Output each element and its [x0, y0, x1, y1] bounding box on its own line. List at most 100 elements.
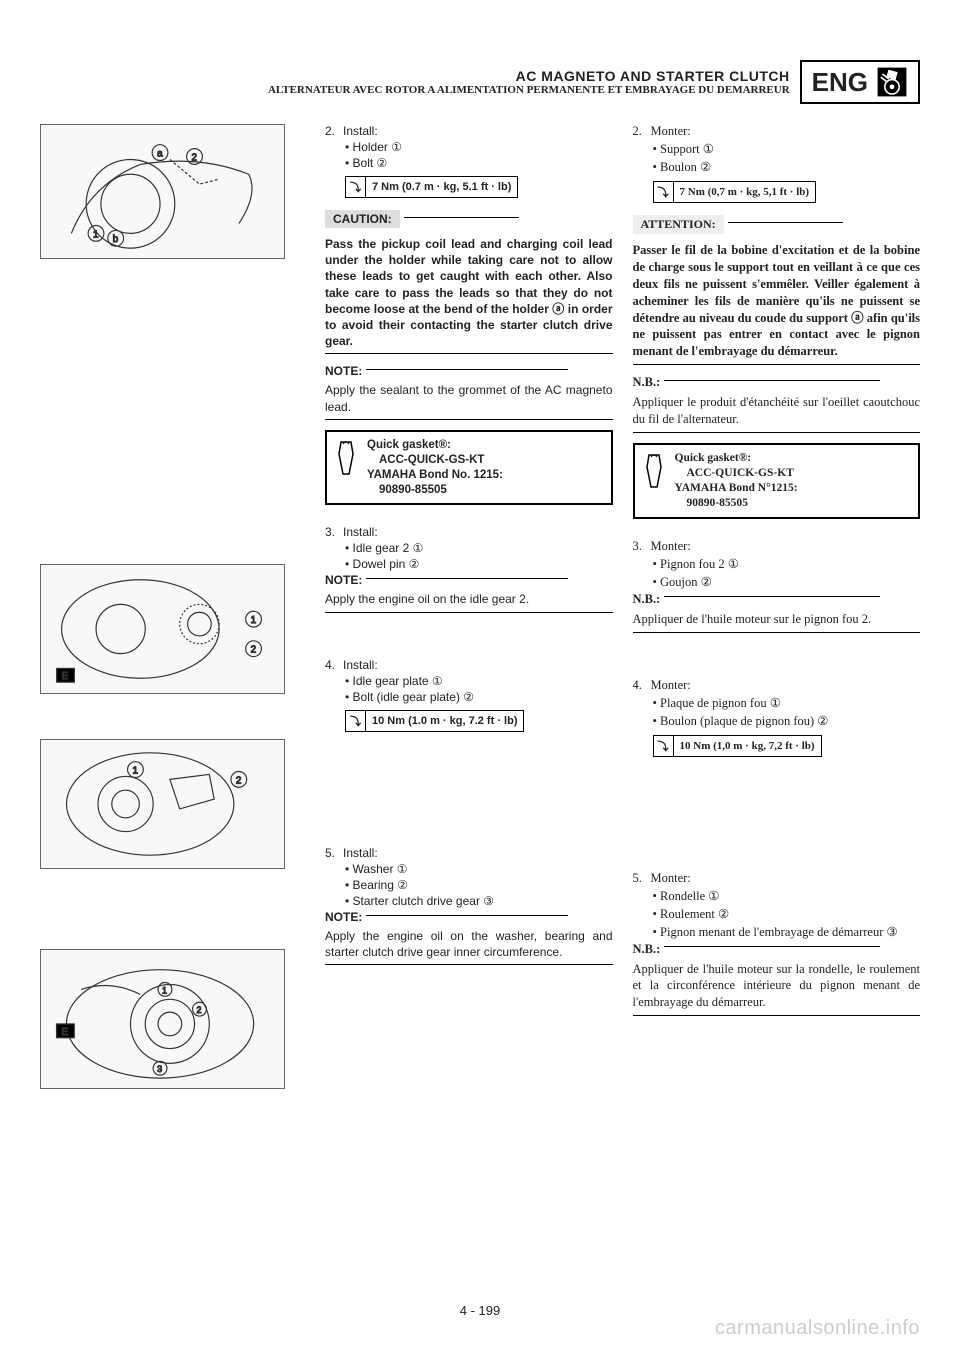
bullet-item: Pignon fou 2 ①: [653, 556, 921, 572]
svg-text:2: 2: [197, 1005, 202, 1015]
caution-text: Pass the pickup coil lead and charging c…: [325, 236, 613, 349]
note-label: NOTE:: [325, 573, 362, 587]
title-french: ALTERNATEUR AVEC ROTOR A ALIMENTATION PE…: [40, 84, 790, 96]
svg-text:2: 2: [236, 775, 241, 786]
sealant-spec-box: Quick gasket®: ACC-QUICK-GS-KT YAMAHA Bo…: [633, 443, 921, 519]
divider: [325, 964, 613, 965]
fr-step-3: 3.Monter: Pignon fou 2 ① Goujon ② N.B.: …: [633, 539, 921, 633]
bullet-item: Bearing ②: [345, 878, 613, 892]
manual-page: AC MAGNETO AND STARTER CLUTCH ALTERNATEU…: [0, 0, 960, 1358]
note-text: Apply the sealant to the grommet of the …: [325, 382, 613, 414]
torque-value: 7 Nm (0,7 m · kg, 5,1 ft · lb): [674, 184, 816, 200]
step-number: 4.: [325, 658, 343, 672]
step-verb: Monter:: [651, 539, 691, 553]
sealant-icon: [641, 451, 667, 491]
divider: [325, 419, 613, 420]
svg-text:1: 1: [162, 985, 167, 995]
step-verb: Install:: [343, 658, 378, 672]
svg-text:E: E: [61, 1027, 68, 1038]
bullet-item: Goujon ②: [653, 574, 921, 590]
torque-value: 10 Nm (1.0 m · kg, 7.2 ft · lb): [366, 713, 523, 729]
step-number: 2.: [633, 124, 651, 139]
bullet-item: Washer ①: [345, 862, 613, 876]
title-english: AC MAGNETO AND STARTER CLUTCH: [40, 68, 790, 84]
bullet-item: Idle gear 2 ①: [345, 541, 613, 555]
bullet-item: Support ①: [653, 141, 921, 157]
divider: [633, 632, 921, 633]
svg-text:1: 1: [251, 615, 256, 626]
page-header: AC MAGNETO AND STARTER CLUTCH ALTERNATEU…: [40, 60, 920, 104]
step-verb: Monter:: [651, 124, 691, 138]
torque-icon: ⤵: [346, 711, 366, 731]
sealant-line: Quick gasket®:: [675, 451, 798, 466]
eng-label: ENG: [812, 67, 868, 98]
nb-text: Appliquer de l'huile moteur sur la ronde…: [633, 961, 921, 1012]
en-step-3: 3.Install: Idle gear 2 ① Dowel pin ② NOT…: [325, 525, 613, 612]
svg-text:1: 1: [93, 229, 98, 240]
step-number: 5.: [633, 871, 651, 886]
bullet-item: Pignon menant de l'embrayage de démarreu…: [653, 924, 921, 940]
divider: [633, 1015, 921, 1016]
note-label: NOTE:: [325, 364, 362, 378]
en-step-4: 4.Install: Idle gear plate ① Bolt (idle …: [325, 658, 613, 736]
sealant-text: Quick gasket®: ACC-QUICK-GS-KT YAMAHA Bo…: [675, 451, 798, 511]
bullet-item: Dowel pin ②: [345, 557, 613, 571]
engine-icon: [876, 66, 908, 98]
nb-text: Appliquer le produit d'étanchéité sur l'…: [633, 394, 921, 428]
spacer-2: [40, 704, 305, 739]
english-column: 2.Install: Holder ① Bolt ② ⤵ 7 Nm (0.7 m…: [325, 124, 613, 1099]
page-number: 4 - 199: [0, 1303, 960, 1318]
caution-label: CAUTION:: [325, 210, 400, 228]
header-titles: AC MAGNETO AND STARTER CLUTCH ALTERNATEU…: [40, 68, 790, 96]
sealant-text: Quick gasket®: ACC-QUICK-GS-KT YAMAHA Bo…: [367, 438, 503, 498]
attention-text: Passer le fil de la bobine d'excitation …: [633, 242, 921, 360]
svg-text:2: 2: [192, 152, 197, 163]
step-verb: Monter:: [651, 678, 691, 692]
attention-label: ATTENTION:: [633, 215, 724, 234]
svg-text:1: 1: [132, 765, 137, 776]
sealant-line: ACC-QUICK-GS-KT: [675, 466, 798, 481]
bullet-item: Bolt ②: [345, 156, 613, 170]
nb-label: N.B.:: [633, 375, 661, 389]
torque-spec: ⤵ 10 Nm (1,0 m · kg, 7,2 ft · lb): [653, 735, 822, 757]
torque-spec: ⤵ 7 Nm (0.7 m · kg, 5.1 ft · lb): [345, 176, 518, 198]
step-number: 3.: [325, 525, 343, 539]
bullet-item: Boulon ②: [653, 159, 921, 175]
step-verb: Install:: [343, 124, 378, 138]
bullet-item: Starter clutch drive gear ③: [345, 894, 613, 908]
french-column: 2.Monter: Support ① Boulon ② ⤵ 7 Nm (0,7…: [633, 124, 921, 1099]
sealant-line: ACC-QUICK-GS-KT: [367, 453, 503, 468]
bullet-item: Plaque de pignon fou ①: [653, 695, 921, 711]
sealant-line: YAMAHA Bond N°1215:: [675, 481, 798, 496]
content-grid: 1 2 a b 1 2: [40, 124, 920, 1099]
divider: [325, 353, 613, 354]
en-step-5: 5.Install: Washer ① Bearing ② Starter cl…: [325, 846, 613, 965]
divider: [633, 364, 921, 365]
note-label: NOTE:: [325, 910, 362, 924]
bullet-item: Idle gear plate ①: [345, 674, 613, 688]
sealant-line: Quick gasket®:: [367, 438, 503, 453]
torque-value: 7 Nm (0.7 m · kg, 5.1 ft · lb): [366, 179, 517, 195]
section-badge: ENG: [800, 60, 920, 104]
figure-idle-gear: 1 2 E: [40, 564, 285, 694]
sealant-icon: [333, 438, 359, 478]
step-number: 5.: [325, 846, 343, 860]
sealant-spec-box: Quick gasket®: ACC-QUICK-GS-KT YAMAHA Bo…: [325, 430, 613, 506]
bullet-item: Rondelle ①: [653, 888, 921, 904]
sealant-line: 90890-85505: [367, 483, 503, 498]
note-text: Apply the engine oil on the washer, bear…: [325, 928, 613, 960]
torque-icon: ⤵: [654, 182, 674, 202]
torque-icon: ⤵: [346, 177, 366, 197]
torque-value: 10 Nm (1,0 m · kg, 7,2 ft · lb): [674, 738, 821, 754]
step-verb: Install:: [343, 846, 378, 860]
nb-label: N.B.:: [633, 592, 661, 606]
divider: [633, 432, 921, 433]
divider: [325, 612, 613, 613]
torque-spec: ⤵ 10 Nm (1.0 m · kg, 7.2 ft · lb): [345, 710, 524, 732]
svg-text:b: b: [113, 234, 119, 245]
sealant-line: 90890-85505: [675, 496, 798, 511]
bullet-item: Bolt (idle gear plate) ②: [345, 690, 613, 704]
step-verb: Install:: [343, 525, 378, 539]
bullet-item: Boulon (plaque de pignon fou) ②: [653, 713, 921, 729]
fr-step-2: 2.Monter: Support ① Boulon ② ⤵ 7 Nm (0,7…: [633, 124, 921, 519]
